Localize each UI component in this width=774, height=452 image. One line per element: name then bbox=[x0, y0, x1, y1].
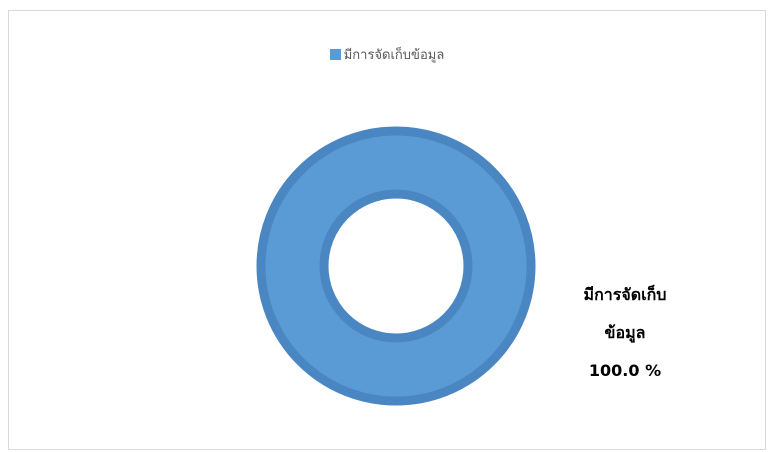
data-label-category-line1: มีการจัดเก็บ bbox=[583, 285, 667, 304]
data-label-category-line2: ข้อมูล bbox=[604, 323, 646, 342]
doughnut-slices bbox=[256, 126, 536, 406]
data-label: มีการจัดเก็บ ข้อมูล 100.0 % bbox=[555, 276, 695, 390]
data-label-value: 100.0 % bbox=[588, 361, 662, 380]
legend-swatch bbox=[329, 49, 341, 60]
legend-label: มีการจัดเก็บข้อมูล bbox=[343, 48, 445, 63]
chart-legend: มีการจัดเก็บข้อมูล bbox=[9, 44, 765, 65]
doughnut-slice-0 bbox=[256, 126, 536, 406]
